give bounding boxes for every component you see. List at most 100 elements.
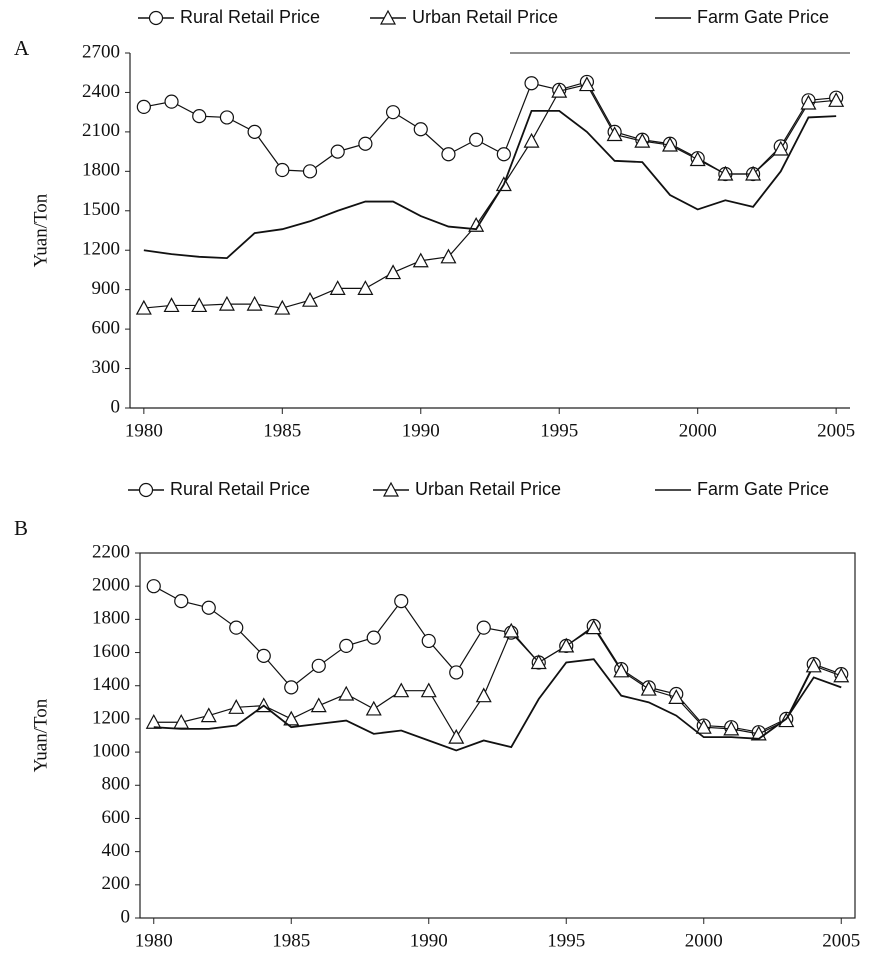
x-tick-label: 1990 bbox=[402, 420, 440, 441]
y-tick-label: 300 bbox=[92, 357, 121, 378]
marker-circle bbox=[302, 164, 318, 179]
marker-triangle bbox=[800, 94, 817, 110]
series-line bbox=[143, 109, 837, 260]
marker-circle bbox=[385, 105, 401, 120]
marker-triangle bbox=[218, 295, 235, 311]
marker-circle bbox=[421, 633, 436, 649]
marker-triangle bbox=[246, 295, 263, 311]
x-tick-label: 1985 bbox=[263, 420, 301, 441]
y-tick-label: 2100 bbox=[82, 120, 120, 141]
x-tick-label: 1980 bbox=[135, 930, 173, 951]
x-tick-label: 1985 bbox=[272, 930, 310, 951]
series-line bbox=[143, 83, 837, 309]
marker-triangle bbox=[393, 682, 410, 698]
legend-label: Farm Gate Price bbox=[697, 7, 829, 27]
marker-triangle bbox=[503, 622, 520, 638]
marker-triangle bbox=[448, 728, 465, 744]
marker-triangle bbox=[551, 82, 568, 98]
marker-triangle bbox=[310, 697, 327, 713]
marker-triangle bbox=[530, 654, 547, 670]
marker-triangle bbox=[163, 297, 180, 313]
marker-triangle bbox=[661, 136, 679, 152]
y-tick-label: 1800 bbox=[92, 608, 130, 629]
marker-circle bbox=[247, 124, 262, 139]
marker-circle bbox=[469, 132, 484, 147]
legend-label: Urban Retail Price bbox=[412, 7, 558, 27]
series-line bbox=[143, 81, 837, 175]
y-tick-label: 1200 bbox=[92, 707, 130, 728]
y-tick-label: 0 bbox=[121, 906, 131, 927]
marker-circle bbox=[148, 10, 164, 26]
y-tick-label: 600 bbox=[92, 317, 121, 338]
marker-triangle bbox=[613, 662, 630, 678]
y-tick-label: 2000 bbox=[92, 575, 130, 596]
legend-label: Farm Gate Price bbox=[697, 479, 829, 499]
marker-triangle bbox=[385, 264, 402, 280]
marker-triangle bbox=[833, 667, 850, 683]
marker-circle bbox=[524, 76, 539, 91]
marker-triangle bbox=[283, 710, 300, 726]
marker-circle bbox=[284, 680, 299, 695]
marker-triangle bbox=[668, 689, 685, 704]
marker-triangle bbox=[301, 291, 319, 307]
marker-triangle bbox=[585, 619, 602, 635]
marker-triangle bbox=[745, 165, 762, 181]
marker-triangle bbox=[606, 126, 623, 142]
y-tick-label: 1800 bbox=[82, 160, 120, 181]
y-tick-label: 900 bbox=[92, 278, 121, 299]
marker-circle bbox=[413, 122, 428, 137]
y-tick-label: 1200 bbox=[82, 239, 120, 260]
marker-triangle bbox=[634, 132, 651, 148]
marker-circle bbox=[138, 482, 154, 498]
y-tick-label: 800 bbox=[102, 774, 131, 795]
marker-triangle bbox=[329, 280, 346, 295]
y-tick-label: 2700 bbox=[82, 41, 120, 62]
x-tick-label: 2000 bbox=[679, 420, 717, 441]
marker-triangle bbox=[338, 685, 355, 701]
marker-triangle bbox=[382, 481, 400, 497]
legend-label: Urban Retail Price bbox=[415, 479, 561, 499]
x-tick-label: 2005 bbox=[822, 930, 860, 951]
marker-circle bbox=[229, 620, 244, 635]
marker-triangle bbox=[805, 657, 822, 673]
marker-circle bbox=[201, 600, 216, 615]
marker-circle bbox=[366, 630, 381, 645]
marker-triangle bbox=[475, 687, 492, 703]
marker-triangle bbox=[558, 637, 575, 653]
y-tick-label: 2400 bbox=[82, 81, 120, 102]
y-tick-label: 1600 bbox=[92, 641, 130, 662]
marker-triangle bbox=[689, 151, 706, 167]
y-axis-title: Yuan/Ton bbox=[30, 193, 51, 267]
marker-circle bbox=[256, 648, 271, 663]
panel-label: A bbox=[14, 36, 30, 60]
y-tick-label: 1000 bbox=[92, 740, 130, 761]
marker-circle bbox=[330, 144, 345, 159]
marker-triangle bbox=[723, 720, 740, 736]
y-tick-label: 1500 bbox=[82, 199, 120, 220]
y-tick-label: 200 bbox=[102, 873, 131, 894]
marker-circle bbox=[174, 594, 189, 609]
y-tick-label: 0 bbox=[111, 396, 121, 417]
marker-triangle bbox=[717, 165, 734, 181]
marker-triangle bbox=[695, 718, 712, 734]
marker-triangle bbox=[578, 76, 595, 92]
marker-circle bbox=[449, 665, 464, 680]
series-line bbox=[153, 626, 842, 739]
plot-frame bbox=[139, 552, 856, 919]
marker-triangle bbox=[778, 712, 795, 728]
marker-triangle bbox=[772, 140, 789, 156]
x-tick-label: 1990 bbox=[410, 930, 448, 951]
legend-label: Rural Retail Price bbox=[180, 7, 320, 27]
marker-circle bbox=[311, 658, 326, 673]
marker-triangle bbox=[274, 299, 291, 315]
y-axis-title: Yuan/Ton bbox=[30, 698, 51, 772]
marker-triangle bbox=[420, 682, 437, 698]
x-tick-label: 1980 bbox=[125, 420, 163, 441]
marker-triangle bbox=[228, 699, 245, 714]
x-tick-label: 2005 bbox=[817, 420, 855, 441]
marker-triangle bbox=[135, 299, 152, 315]
marker-triangle bbox=[440, 248, 457, 264]
marker-circle bbox=[164, 94, 179, 109]
marker-triangle bbox=[379, 9, 397, 25]
